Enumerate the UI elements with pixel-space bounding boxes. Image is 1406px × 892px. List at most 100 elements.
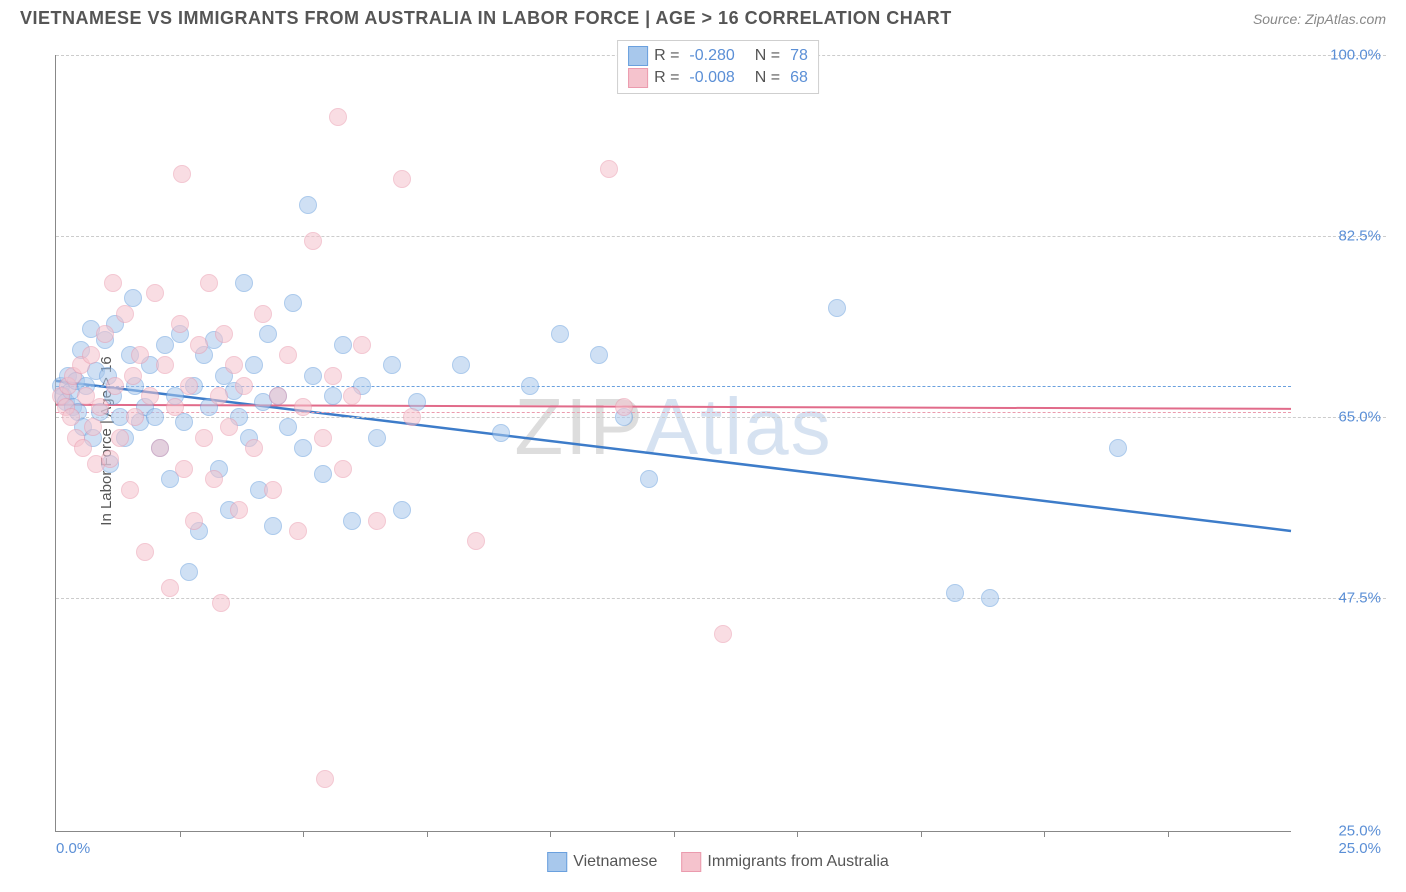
data-point xyxy=(175,460,193,478)
data-point xyxy=(383,356,401,374)
x-tick xyxy=(797,831,798,837)
data-point xyxy=(74,439,92,457)
data-point xyxy=(1109,439,1127,457)
legend-n-value: 78 xyxy=(790,47,808,65)
data-point xyxy=(403,408,421,426)
data-point xyxy=(304,367,322,385)
y-tick-label: 65.0% xyxy=(1338,409,1381,426)
plot-area: ZIPAtlas 25.0%47.5%65.0%82.5%100.0%0.0%2… xyxy=(55,55,1291,832)
data-point xyxy=(200,274,218,292)
data-point xyxy=(324,387,342,405)
data-point xyxy=(104,274,122,292)
data-point xyxy=(590,346,608,364)
x-tick xyxy=(921,831,922,837)
legend-r-label: R = xyxy=(654,47,679,65)
data-point xyxy=(264,481,282,499)
data-point xyxy=(151,439,169,457)
data-point xyxy=(353,336,371,354)
data-point xyxy=(314,465,332,483)
data-point xyxy=(131,346,149,364)
data-point xyxy=(245,356,263,374)
data-point xyxy=(230,501,248,519)
legend-label: Immigrants from Australia xyxy=(707,853,888,870)
data-point xyxy=(299,196,317,214)
grid-line xyxy=(56,598,1386,599)
x-tick xyxy=(180,831,181,837)
legend-swatch xyxy=(628,46,648,66)
x-tick xyxy=(1168,831,1169,837)
data-point xyxy=(82,346,100,364)
chart-title: VIETNAMESE VS IMMIGRANTS FROM AUSTRALIA … xyxy=(20,8,952,29)
data-point xyxy=(393,170,411,188)
x-tick xyxy=(550,831,551,837)
source-label: Source: ZipAtlas.com xyxy=(1253,11,1386,27)
data-point xyxy=(171,315,189,333)
data-point xyxy=(334,336,352,354)
correlation-legend: R =-0.280N =78R =-0.008N =68 xyxy=(617,40,819,94)
header: VIETNAMESE VS IMMIGRANTS FROM AUSTRALIA … xyxy=(0,0,1406,33)
data-point xyxy=(279,346,297,364)
data-point xyxy=(254,305,272,323)
data-point xyxy=(452,356,470,374)
data-point xyxy=(101,450,119,468)
data-point xyxy=(124,367,142,385)
data-point xyxy=(106,377,124,395)
x-tick xyxy=(674,831,675,837)
y-tick-label: 25.0% xyxy=(1338,823,1381,840)
data-point xyxy=(981,589,999,607)
legend-swatch xyxy=(681,852,701,872)
data-point xyxy=(329,108,347,126)
data-point xyxy=(220,418,238,436)
data-point xyxy=(210,387,228,405)
data-point xyxy=(492,424,510,442)
legend-n-label: N = xyxy=(755,69,780,87)
data-point xyxy=(84,418,102,436)
data-point xyxy=(136,543,154,561)
data-point xyxy=(521,377,539,395)
grid-line xyxy=(56,417,1386,418)
legend-row: R =-0.280N =78 xyxy=(628,45,808,67)
x-tick-label: 25.0% xyxy=(1338,840,1381,857)
data-point xyxy=(294,439,312,457)
x-tick xyxy=(303,831,304,837)
data-point xyxy=(156,356,174,374)
data-point xyxy=(946,584,964,602)
data-point xyxy=(343,387,361,405)
data-point xyxy=(368,429,386,447)
y-tick-label: 47.5% xyxy=(1338,590,1381,607)
y-tick-label: 100.0% xyxy=(1330,47,1381,64)
data-point xyxy=(175,413,193,431)
data-point xyxy=(264,517,282,535)
data-point xyxy=(173,165,191,183)
data-point xyxy=(225,356,243,374)
data-point xyxy=(146,408,164,426)
data-point xyxy=(294,398,312,416)
data-point xyxy=(304,232,322,250)
data-point xyxy=(316,770,334,788)
watermark: ZIPAtlas xyxy=(514,381,832,473)
data-point xyxy=(116,305,134,323)
data-point xyxy=(185,512,203,530)
data-point xyxy=(334,460,352,478)
data-point xyxy=(190,336,208,354)
data-point xyxy=(324,367,342,385)
data-point xyxy=(640,470,658,488)
data-point xyxy=(269,387,287,405)
legend-row: R =-0.008N =68 xyxy=(628,67,808,89)
data-point xyxy=(180,377,198,395)
data-point xyxy=(289,522,307,540)
series-legend: VietnameseImmigrants from Australia xyxy=(547,852,889,872)
data-point xyxy=(141,387,159,405)
legend-swatch xyxy=(628,68,648,88)
legend-swatch xyxy=(547,852,567,872)
data-point xyxy=(279,418,297,436)
data-point xyxy=(314,429,332,447)
data-point xyxy=(91,398,109,416)
data-point xyxy=(161,579,179,597)
data-point xyxy=(215,325,233,343)
data-point xyxy=(62,408,80,426)
data-point xyxy=(615,398,633,416)
data-point xyxy=(467,532,485,550)
data-point xyxy=(111,429,129,447)
data-point xyxy=(121,481,139,499)
